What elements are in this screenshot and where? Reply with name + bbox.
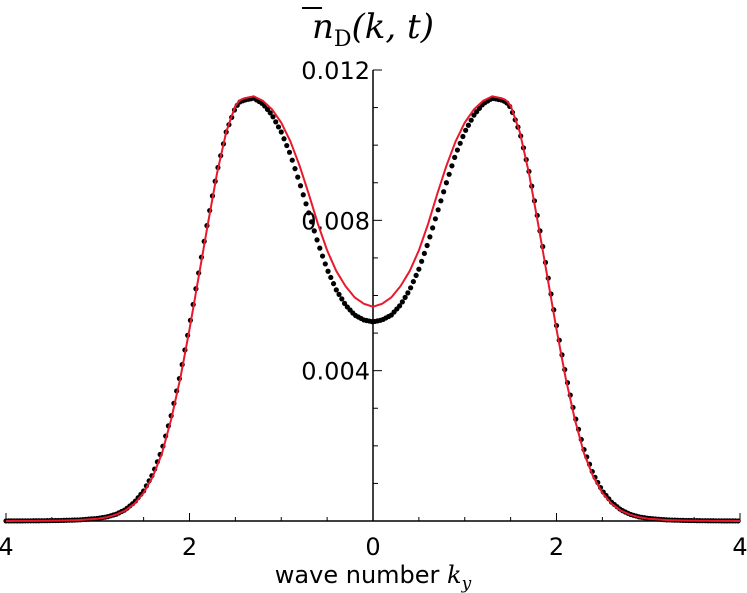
- data-point: [424, 242, 430, 249]
- series-line-path: [5, 95, 741, 522]
- data-point: [281, 136, 287, 142]
- data-point: [297, 183, 304, 189]
- data-point: [300, 192, 306, 198]
- data-point: [399, 299, 405, 305]
- y-tick-label: 0.012: [301, 57, 370, 85]
- data-point: [303, 201, 309, 207]
- data-point: [289, 157, 295, 163]
- data-point: [452, 154, 458, 160]
- data-point: [438, 198, 444, 204]
- data-point: [341, 300, 348, 306]
- data-point: [413, 272, 419, 278]
- y-minor-ticks: [373, 69, 382, 484]
- data-point: [446, 171, 452, 177]
- data-point: [468, 117, 474, 123]
- data-point: [449, 163, 455, 169]
- data-point: [328, 274, 334, 281]
- data-point: [286, 149, 293, 155]
- data-point: [457, 140, 463, 146]
- data-point: [454, 147, 461, 153]
- x-tick-label: 2: [549, 533, 564, 561]
- data-point: [330, 281, 337, 287]
- chart-title: nD(k, t): [312, 7, 434, 52]
- data-point: [273, 119, 279, 125]
- data-point: [465, 122, 472, 128]
- data-point: [421, 250, 427, 257]
- y-tick-label: 0.004: [301, 358, 370, 386]
- data-point: [295, 174, 301, 180]
- data-point: [319, 253, 326, 259]
- data-point: [314, 237, 320, 243]
- data-point: [432, 216, 438, 222]
- data-point: [322, 261, 328, 267]
- data-point: [410, 278, 416, 285]
- data-point: [463, 127, 469, 133]
- data-point: [275, 124, 282, 130]
- data-point: [339, 296, 345, 302]
- data-point: [460, 133, 466, 140]
- x-tick-label: 4: [0, 533, 14, 561]
- data-point: [397, 303, 403, 309]
- series-line: [5, 95, 741, 522]
- x-tick-labels: 4 2 0 2 4: [0, 533, 747, 561]
- x-tick-label: 4: [732, 533, 747, 561]
- data-point: [435, 207, 441, 213]
- data-point: [333, 287, 339, 293]
- data-point: [270, 114, 276, 120]
- x-tick-label: 0: [365, 533, 380, 561]
- data-point: [325, 268, 331, 274]
- x-axis-label: wave number ky: [275, 561, 472, 593]
- data-point: [317, 245, 323, 251]
- data-point: [278, 129, 284, 135]
- data-point: [416, 266, 422, 272]
- data-point: [430, 225, 436, 231]
- data-point: [306, 210, 312, 216]
- data-point: [405, 290, 411, 296]
- data-point: [267, 110, 273, 116]
- data-point: [427, 234, 433, 240]
- data-point: [402, 294, 408, 300]
- series-points: [3, 95, 741, 524]
- x-tick-label: 2: [182, 533, 197, 561]
- data-point: [408, 285, 414, 291]
- data-point: [443, 180, 449, 186]
- data-point: [419, 258, 425, 264]
- data-point: [292, 166, 298, 172]
- data-point: [441, 189, 447, 195]
- data-point: [336, 291, 342, 297]
- data-point: [284, 142, 290, 149]
- data-point: [311, 228, 317, 234]
- data-point: [308, 219, 315, 225]
